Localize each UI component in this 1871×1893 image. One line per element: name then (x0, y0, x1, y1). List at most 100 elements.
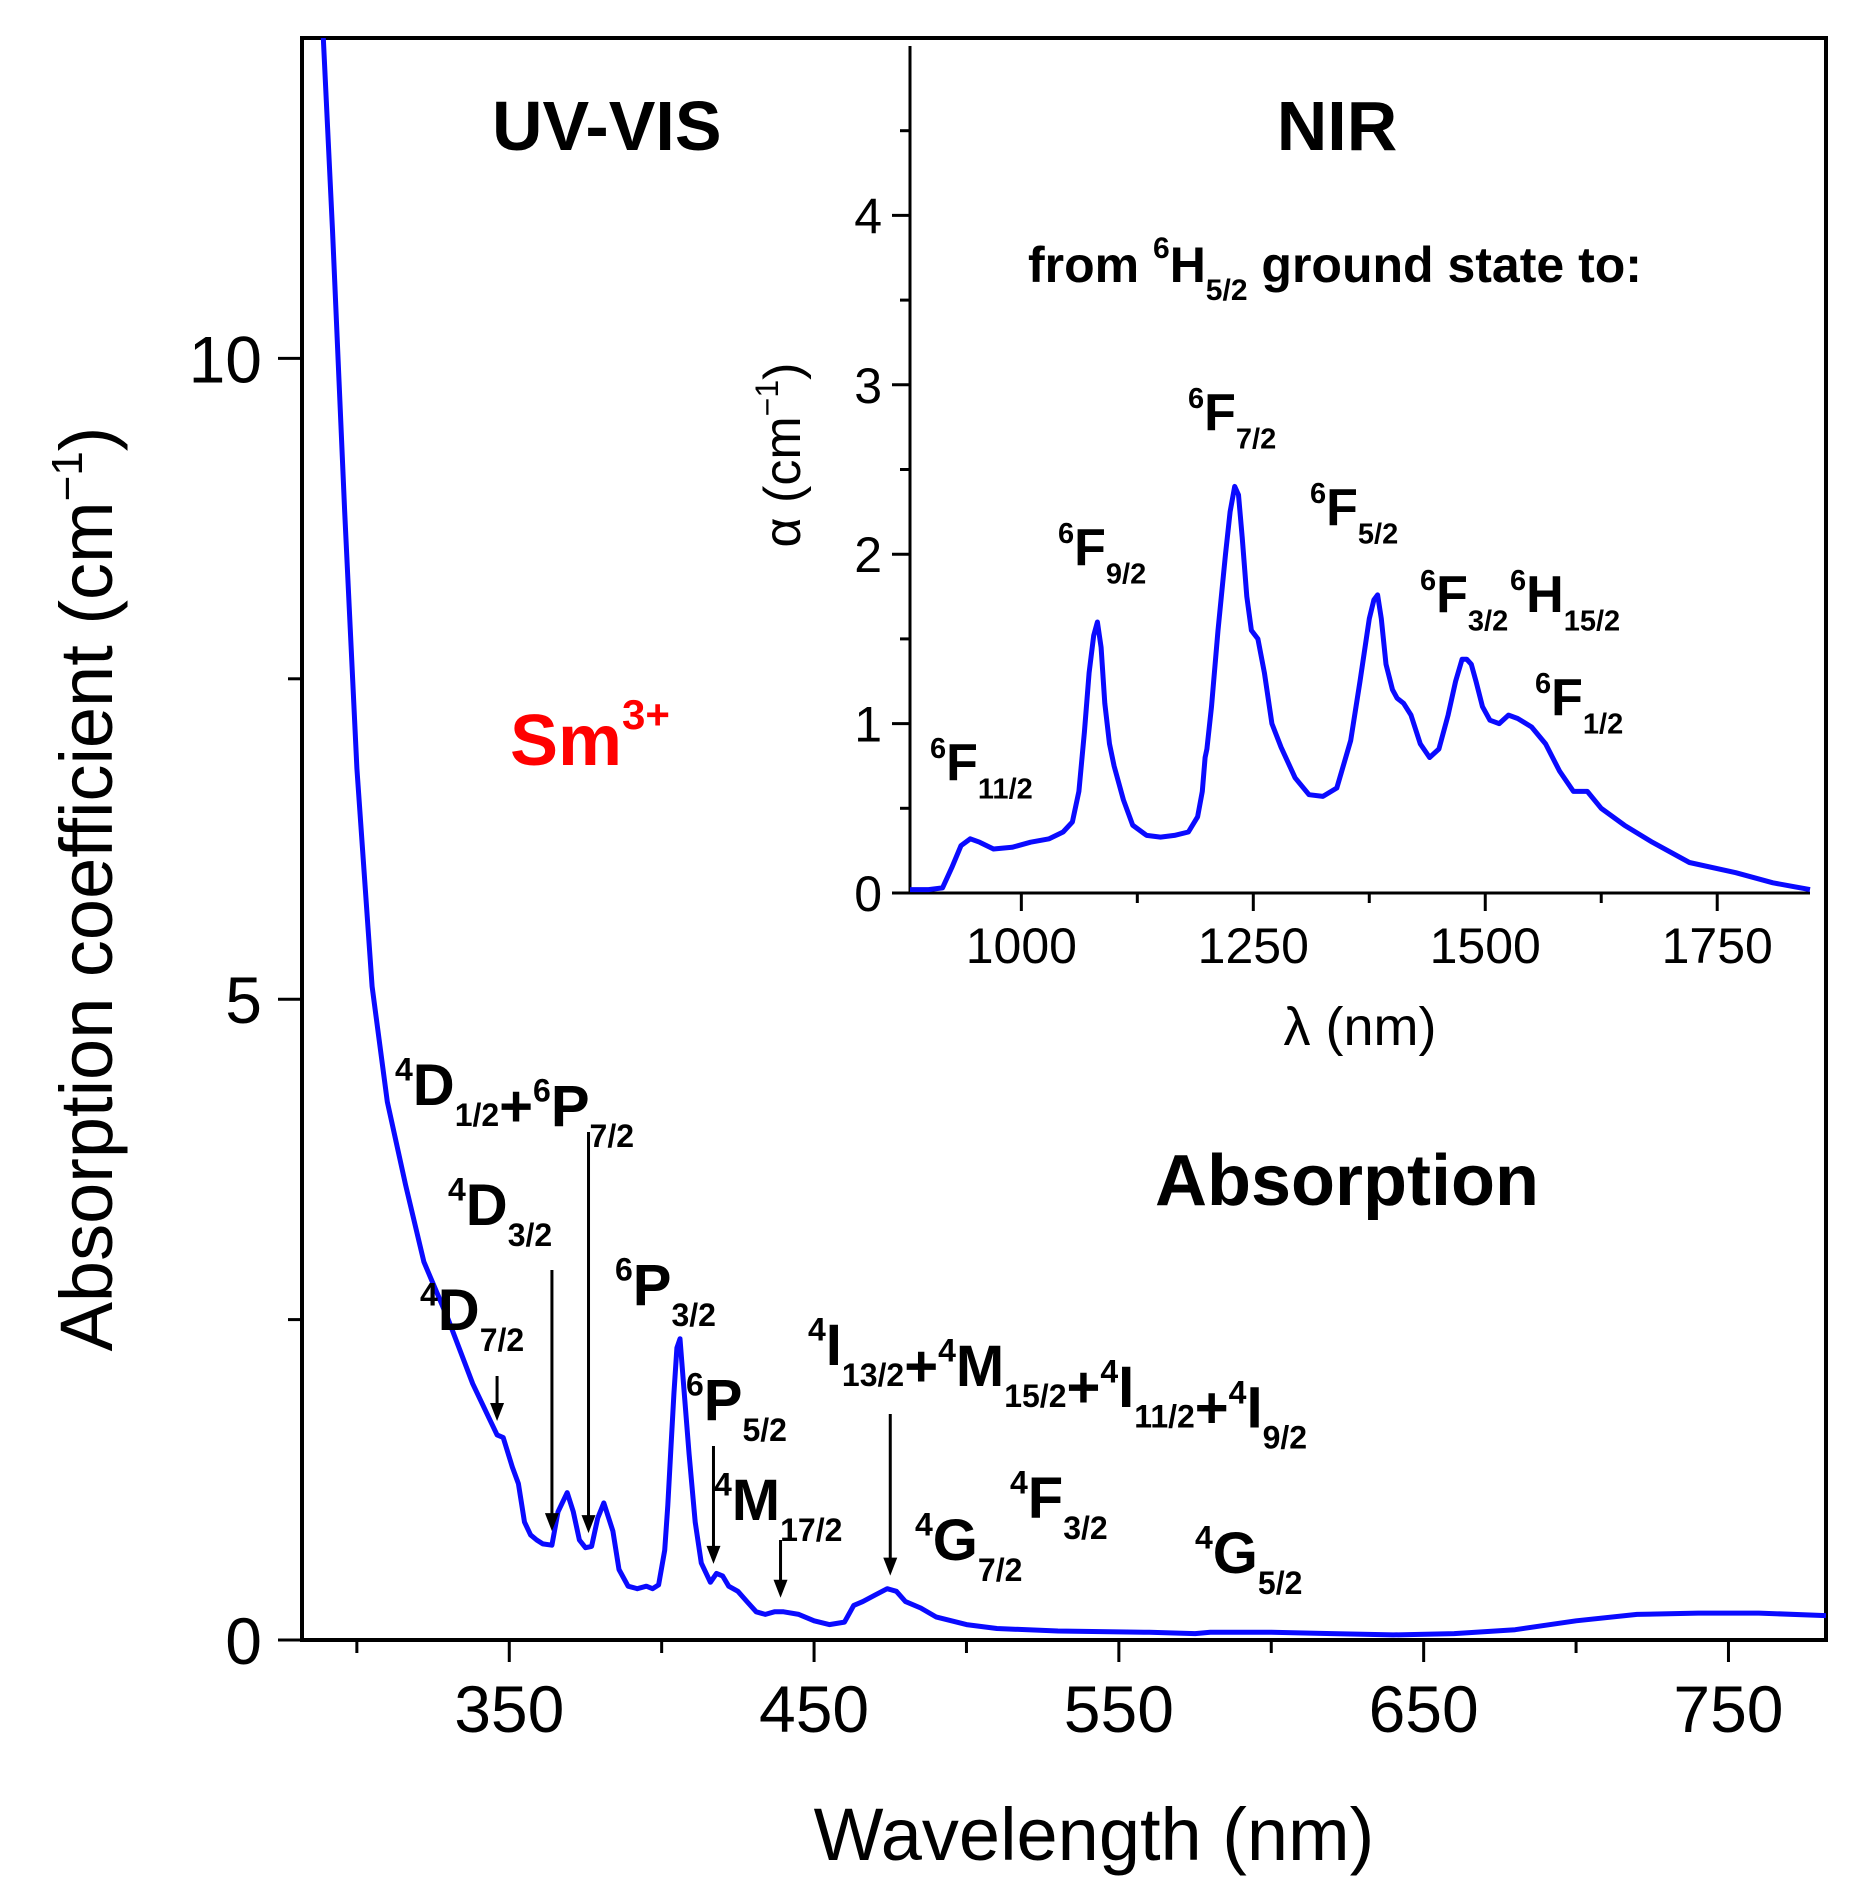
term-letter: P (633, 1253, 672, 1318)
main-y-tick-label: 0 (225, 1604, 262, 1678)
term-plus: + (1066, 1355, 1100, 1420)
term-superscript: 6 (1058, 518, 1074, 550)
main-x-axis: 350 450 550 650 750 Wavelength (nm) (355, 1640, 1784, 1876)
transition-label: 4G5/2 (1195, 1520, 1302, 1601)
transition-arrow-head (581, 1515, 596, 1534)
term-letter: F (946, 734, 978, 792)
transition-label: 4D3/2 (448, 1172, 552, 1253)
inset-y-axis-label-text: α (cm (754, 416, 812, 547)
transition-label: 4G7/2 (915, 1507, 1022, 1588)
main-x-tick-label: 450 (759, 1672, 869, 1746)
term-subscript: 7/2 (1236, 424, 1276, 456)
term-letter: D (438, 1278, 480, 1343)
term-superscript: 4 (1195, 1520, 1213, 1556)
transition-label: 4D1/2+6P7/2 (395, 1052, 634, 1154)
term-superscript: 6 (1420, 565, 1436, 597)
ion-label: Sm3+ (510, 691, 670, 781)
inset-transition-label: 6F9/2 (1058, 518, 1146, 591)
subtitle-superscript: 6 (1153, 232, 1170, 265)
uv-vis-panel-label: UV-VIS (492, 87, 722, 165)
transition-arrow-head (706, 1545, 721, 1564)
transition-arrow-head (544, 1513, 559, 1532)
inset-transition-label: 6F1/2 (1535, 668, 1623, 741)
transition-arrow (581, 1132, 596, 1534)
main-y-axis-label-text: Absorption coefficient (cm (45, 501, 128, 1351)
term-superscript: 6 (930, 733, 946, 765)
term-subscript: 7/2 (480, 1322, 524, 1358)
term-subscript: 1/2 (455, 1097, 499, 1133)
term-letter: M (956, 1334, 1004, 1399)
absorption-band-label: Absorption (1155, 1141, 1539, 1221)
main-x-tick-label: 750 (1673, 1672, 1783, 1746)
transition-label: 6P3/2 (615, 1252, 716, 1333)
transition-label: 4M17/2 (714, 1467, 842, 1548)
term-subscript: 13/2 (842, 1357, 904, 1393)
transition-label: 4F3/2 (1010, 1465, 1108, 1546)
inset-y-tick-label: 3 (854, 358, 882, 414)
subtitle-subscript: 5/2 (1206, 274, 1248, 307)
inset-y-axis-label: α (cm−1) (749, 363, 812, 548)
transition-arrow (544, 1270, 559, 1532)
term-subscript: 17/2 (780, 1512, 842, 1548)
term-superscript: 6 (1188, 383, 1204, 415)
main-y-tick-label: 10 (189, 322, 262, 396)
nir-panel-label: NIR (1277, 87, 1398, 165)
term-letter: F (1326, 479, 1358, 537)
inset-y-axis: 0 1 2 3 4 α (cm−1) (749, 129, 910, 922)
subtitle-prefix: from (1028, 237, 1153, 293)
transition-label: 6P5/2 (686, 1367, 787, 1448)
transition-arrow (490, 1376, 505, 1421)
inset-subtitle: from 6H5/2 ground state to: (1028, 232, 1642, 307)
subtitle-suffix: ground state to: (1248, 237, 1642, 293)
transition-arrow (706, 1446, 721, 1564)
term-subscript: 7/2 (590, 1118, 634, 1154)
inset-y-tick-label: 1 (854, 697, 882, 753)
inset-x-tick-label: 1500 (1430, 918, 1541, 974)
term-superscript: 6 (686, 1367, 704, 1403)
term-subscript: 3/2 (1063, 1510, 1107, 1546)
term-subscript: 5/2 (1358, 519, 1398, 551)
inset-x-tick-label: 1250 (1198, 918, 1309, 974)
inset-y-axis-label-close: ) (754, 363, 812, 380)
inset-transition-label: 6F11/2 (930, 733, 1033, 806)
term-subscript: 11/2 (978, 774, 1033, 806)
transition-arrow-head (883, 1557, 898, 1576)
term-superscript: 4 (714, 1467, 732, 1503)
transition-label: 4I13/2+4M15/2+4I11/2+4I9/2 (808, 1312, 1307, 1456)
inset-x-axis: 1000 1250 1500 1750 λ (nm) (966, 893, 1773, 1057)
main-y-tick-label: 5 (225, 963, 262, 1037)
main-plot-frame (300, 36, 1828, 1642)
term-superscript: 6 (533, 1073, 551, 1109)
transition-label: 4D7/2 (420, 1277, 524, 1358)
term-superscript: 4 (395, 1052, 413, 1088)
term-letter: P (551, 1074, 590, 1139)
term-subscript: 3/2 (508, 1217, 552, 1253)
transition-arrow-head (490, 1402, 505, 1421)
main-y-axis-label-sup: −1 (43, 451, 92, 501)
main-x-tick-label: 650 (1369, 1672, 1479, 1746)
main-x-tick-label: 350 (454, 1672, 564, 1746)
term-subscript: 15/2 (1004, 1378, 1066, 1414)
inset-y-axis-label-sup: −1 (749, 380, 785, 416)
term-letter: F (1436, 566, 1468, 624)
term-subscript: 15/2 (1564, 606, 1620, 638)
term-letter: I (1246, 1376, 1262, 1441)
inset-transition-label: 6H15/2 (1510, 565, 1620, 638)
term-subscript: 7/2 (978, 1552, 1022, 1588)
main-y-axis: 0 5 10 Absorption coefficient (cm−1) (43, 322, 302, 1678)
term-letter: D (413, 1053, 455, 1118)
term-subscript: 5/2 (742, 1412, 786, 1448)
inset-transition-label: 6F7/2 (1188, 383, 1276, 456)
term-letter: G (933, 1508, 978, 1573)
term-superscript: 4 (915, 1507, 933, 1543)
inset-x-tick-label: 1750 (1662, 918, 1773, 974)
nir-inset-plot: 1000 1250 1500 1750 λ (nm) 0 1 2 3 4 α (cm−1) NIR fr… (749, 46, 1811, 1057)
main-annotations: UV-VISSm3+Absorption4D7/24D3/24D1/2+6P7/… (395, 87, 1539, 1601)
term-superscript: 6 (1510, 565, 1526, 597)
term-letter: F (1074, 519, 1106, 577)
term-plus: + (904, 1334, 938, 1399)
term-plus: + (499, 1074, 533, 1139)
term-subscript: 9/2 (1263, 1420, 1307, 1456)
